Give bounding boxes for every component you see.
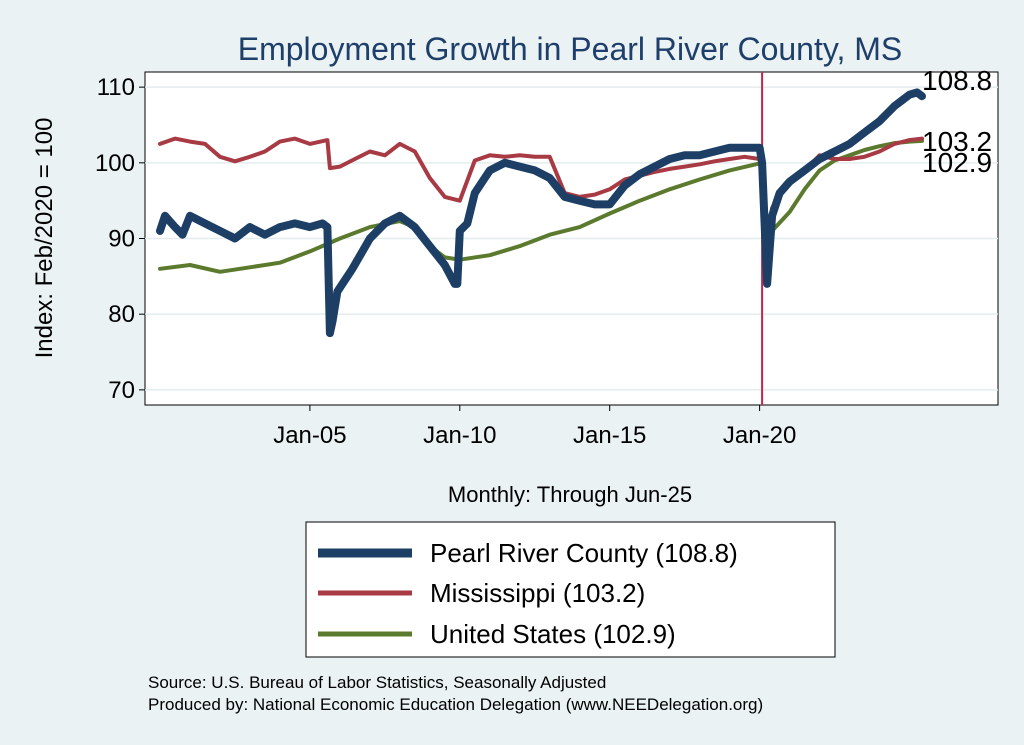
legend-label-0: Pearl River County (108.8) bbox=[430, 538, 738, 568]
y-axis-label: Index: Feb/2020 = 100 bbox=[31, 118, 58, 359]
chart-title: Employment Growth in Pearl River County,… bbox=[238, 31, 903, 67]
series-lines bbox=[156, 88, 926, 338]
x-tick-label-Jan-15: Jan-15 bbox=[573, 422, 646, 449]
end-label-0: 108.8 bbox=[922, 65, 992, 96]
legend-label-2: United States (102.9) bbox=[430, 619, 676, 649]
legend-items: Pearl River County (108.8) Mississippi (1… bbox=[318, 538, 738, 649]
producer-note: Produced by: National Economic Education… bbox=[148, 695, 763, 714]
x-axis-ticks: Jan-05 Jan-10 Jan-15 Jan-20 bbox=[273, 405, 796, 449]
y-tick-label-100: 100 bbox=[95, 150, 135, 177]
legend: Pearl River County (108.8) Mississippi (1… bbox=[305, 521, 836, 658]
x-tick-label-Jan-20: Jan-20 bbox=[723, 422, 796, 449]
x-tick-label-Jan-10: Jan-10 bbox=[423, 422, 496, 449]
grid-lines bbox=[145, 86, 998, 391]
legend-label-1: Mississippi (103.2) bbox=[430, 578, 645, 608]
x-tick-label-Jan-05: Jan-05 bbox=[273, 422, 346, 449]
y-tick-label-110: 110 bbox=[97, 74, 135, 101]
x-axis-label: Monthly: Through Jun-25 bbox=[448, 482, 692, 507]
y-tick-label-70: 70 bbox=[108, 377, 135, 404]
y-tick-label-80: 80 bbox=[108, 301, 135, 328]
end-label-1: 103.2 bbox=[922, 126, 992, 157]
series-line-0 bbox=[156, 88, 926, 338]
y-tick-label-90: 90 bbox=[108, 226, 135, 253]
source-note: Source: U.S. Bureau of Labor Statistics,… bbox=[148, 673, 606, 692]
y-axis-ticks: 70 80 90 100 110 bbox=[95, 74, 145, 404]
end-label-2: 102.9 bbox=[922, 147, 992, 178]
